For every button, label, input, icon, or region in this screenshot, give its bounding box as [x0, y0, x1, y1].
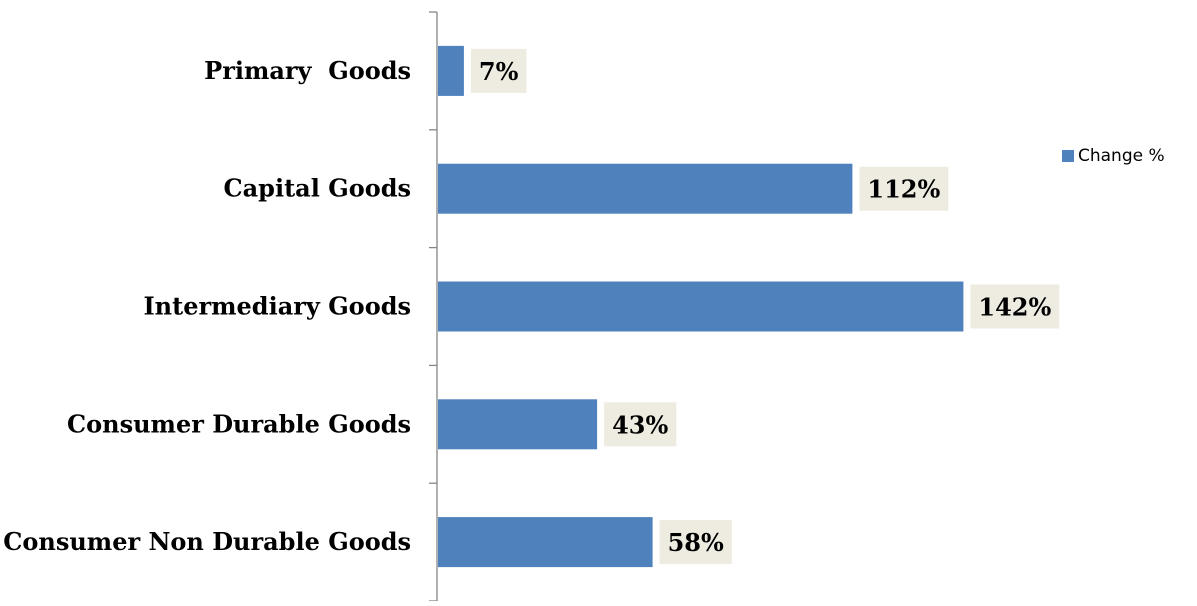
data-label-background — [659, 520, 732, 565]
data-label-background — [604, 402, 677, 447]
legend: Change % — [1062, 146, 1165, 166]
data-label: 58% — [668, 528, 724, 557]
legend-swatch — [1062, 150, 1074, 162]
data-label: 43% — [612, 410, 668, 439]
data-label-background — [470, 48, 527, 93]
bar — [438, 163, 853, 214]
data-label: 142% — [978, 293, 1051, 322]
category-label: Consumer Non Durable Goods — [3, 527, 411, 556]
category-label: Intermediary Goods — [143, 292, 411, 321]
data-label: 112% — [867, 175, 940, 204]
data-label-background — [970, 284, 1060, 329]
category-label: Primary Goods — [204, 56, 411, 85]
category-label: Consumer Durable Goods — [67, 409, 411, 438]
category-label: Capital Goods — [224, 174, 411, 203]
data-label-background — [859, 166, 949, 211]
data-label: 7% — [479, 57, 519, 86]
bars-layer — [438, 45, 964, 568]
bar — [438, 281, 964, 332]
labels-layer: 7% 112% 142% 43% 58% — [470, 48, 1060, 565]
bar — [438, 517, 653, 568]
bar — [438, 399, 598, 450]
bar — [438, 45, 464, 96]
category-axis: Primary Goods Capital Goods Intermediary G… — [3, 11, 438, 602]
legend-label: Change % — [1078, 146, 1165, 166]
